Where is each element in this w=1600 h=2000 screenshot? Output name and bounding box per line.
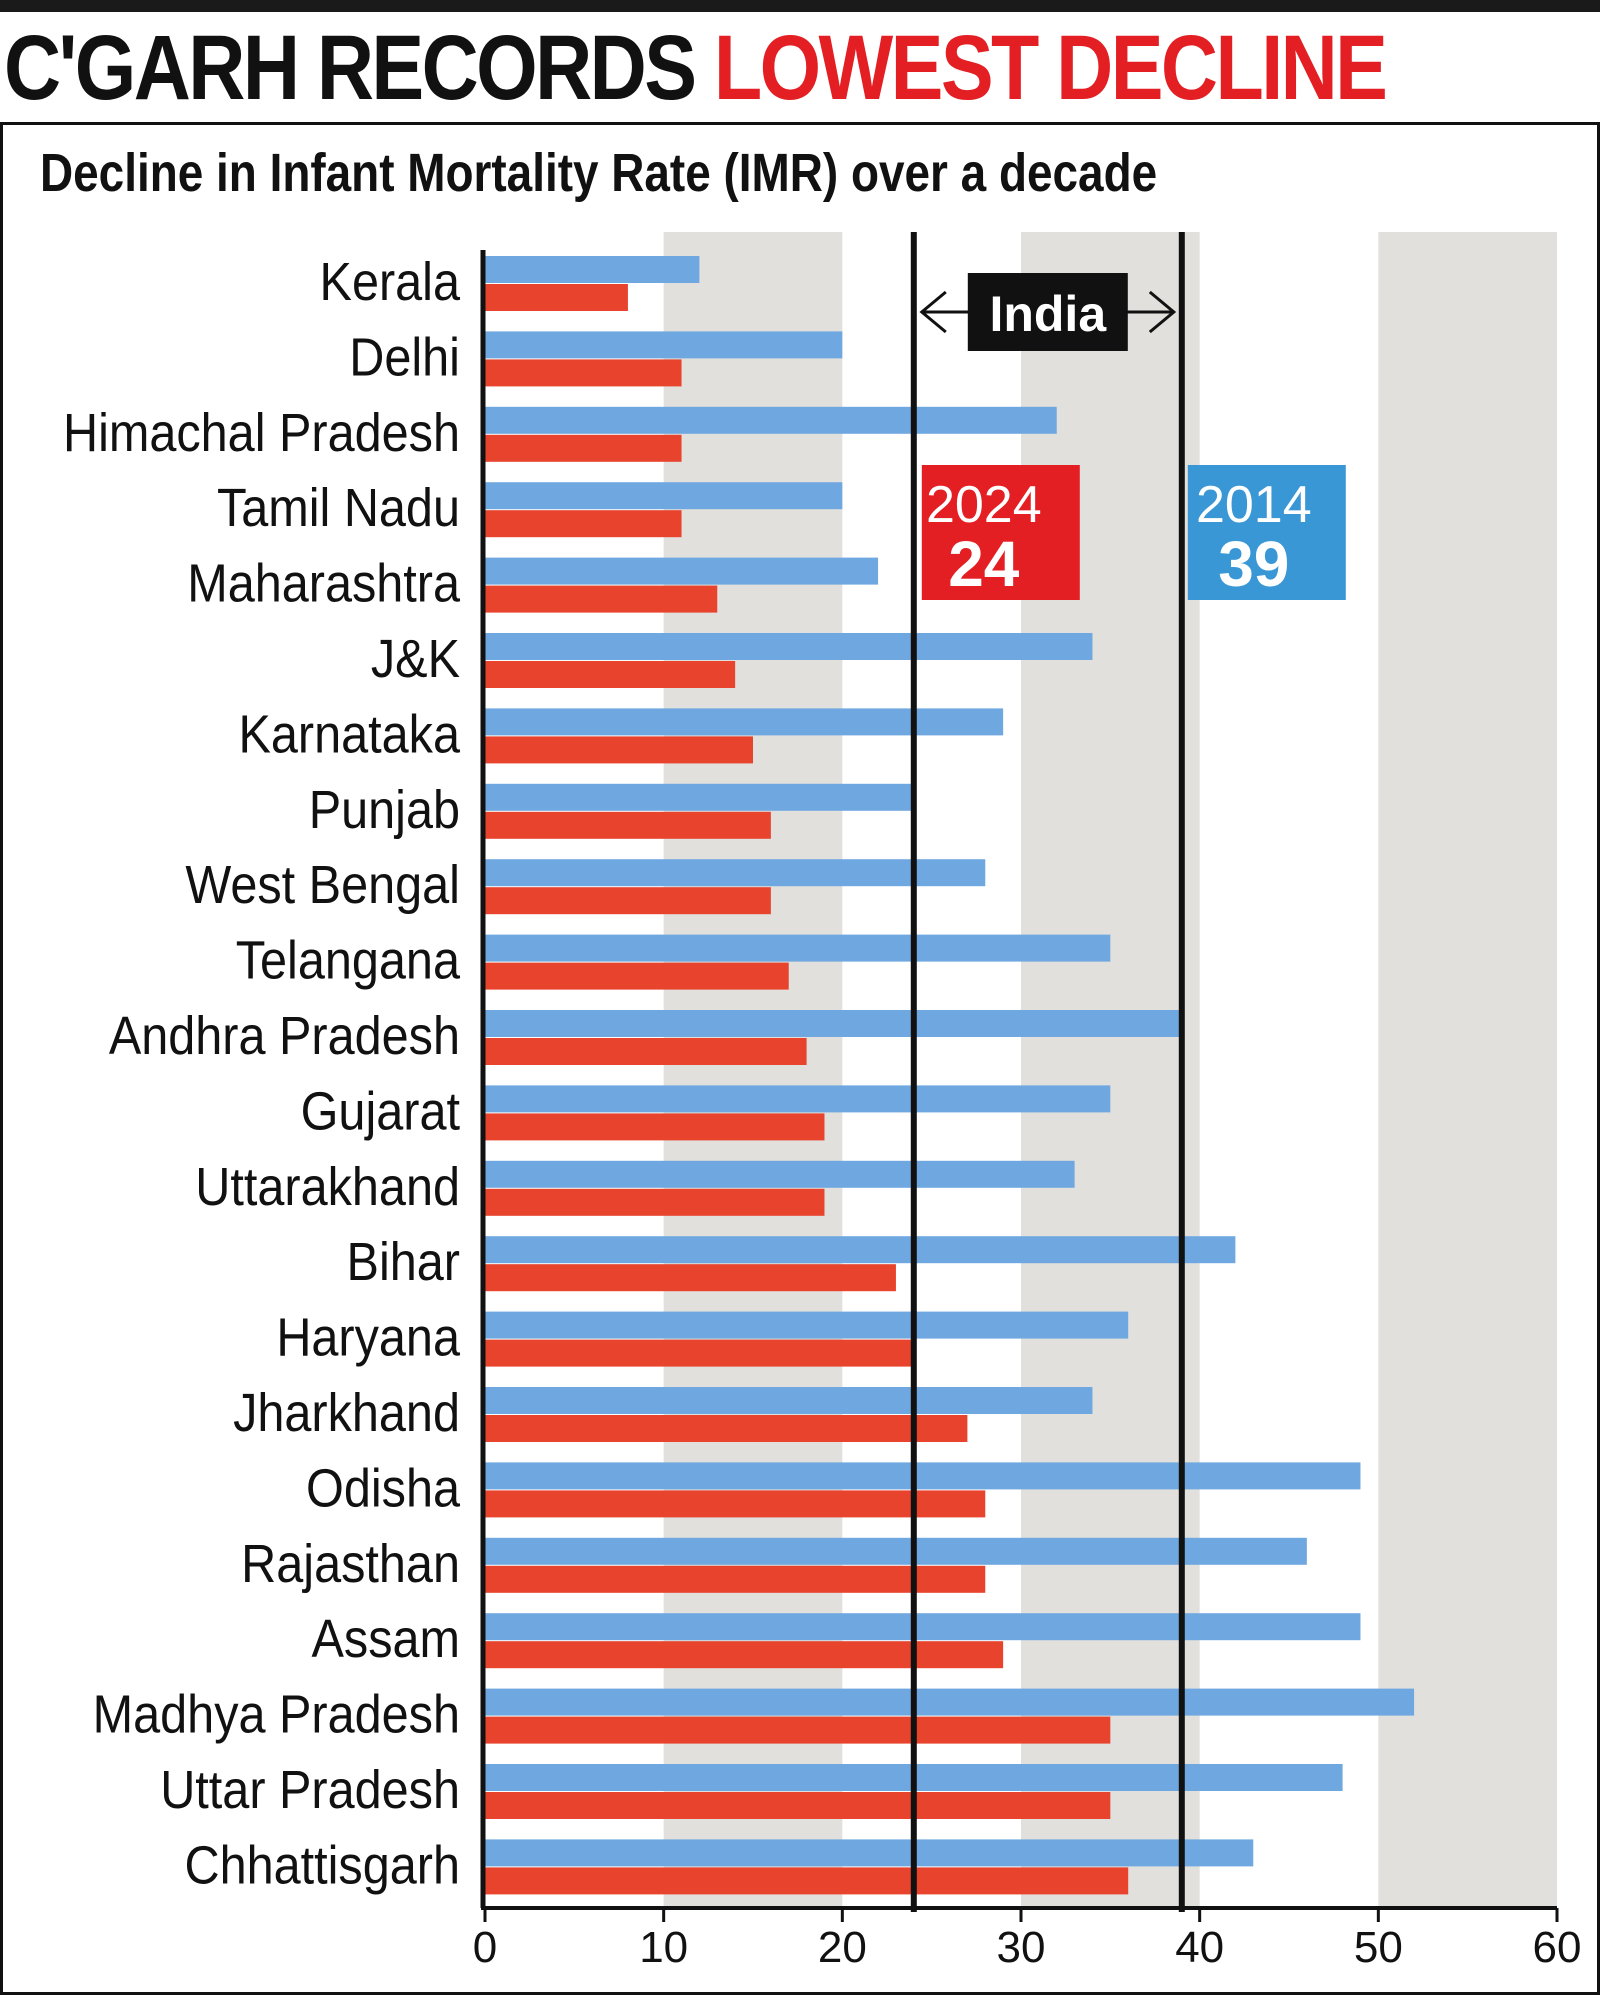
bar-2024-11	[485, 1113, 825, 1141]
category-label-8: West Bengal	[185, 854, 460, 915]
bar-2014-14	[485, 1311, 1129, 1339]
bar-2024-12	[485, 1188, 825, 1216]
india-arrow-right-head	[1148, 290, 1177, 334]
bar-2014-11	[485, 1085, 1111, 1113]
bar-2024-6	[485, 736, 753, 764]
bar-2024-7	[485, 811, 771, 839]
category-label-7: Punjab	[309, 778, 460, 839]
bar-2014-15	[485, 1387, 1093, 1414]
india-2024-value: 24	[948, 528, 1020, 600]
bar-2024-18	[485, 1641, 1004, 1669]
bar-2024-1	[485, 359, 682, 387]
bar-2024-8	[485, 887, 771, 915]
x-tick-label-4: 40	[1175, 1923, 1224, 1972]
india-2014-year: 2014	[1196, 476, 1312, 534]
bar-2024-17	[485, 1565, 986, 1593]
bar-2014-12	[485, 1160, 1075, 1188]
bar-2014-7	[485, 783, 914, 811]
india-2024-year: 2024	[926, 476, 1042, 534]
bar-2014-9	[485, 934, 1111, 962]
top-rule	[0, 0, 1600, 12]
bar-2014-2	[485, 406, 1057, 434]
bar-2024-14	[485, 1339, 914, 1367]
category-label-2: Himachal Pradesh	[63, 401, 460, 462]
category-label-1: Delhi	[349, 326, 460, 387]
category-label-10: Andhra Pradesh	[109, 1005, 460, 1066]
x-tick-label-5: 50	[1354, 1923, 1403, 1972]
category-label-0: Kerala	[320, 251, 461, 312]
bar-2024-21	[485, 1867, 1129, 1895]
bar-2014-0	[485, 256, 700, 283]
bar-2014-16	[485, 1462, 1361, 1490]
chart-title: Decline in Infant Mortality Rate (IMR) o…	[40, 143, 1158, 203]
category-label-16: Odisha	[306, 1457, 460, 1518]
category-label-20: Uttar Pradesh	[160, 1759, 460, 1820]
india-2024-box	[921, 465, 1080, 600]
category-label-9: Telangana	[236, 929, 461, 990]
category-label-14: Haryana	[276, 1306, 460, 1367]
chart-frame	[0, 122, 1597, 1995]
x-tick-label-1: 10	[639, 1923, 688, 1972]
bar-2014-3	[485, 482, 843, 510]
bar-2014-4	[485, 557, 879, 585]
bar-2024-15	[485, 1415, 968, 1442]
bar-2014-19	[485, 1688, 1415, 1716]
x-tick-label-2: 20	[818, 1923, 867, 1972]
bar-2024-9	[485, 962, 789, 990]
x-tick-label-6: 60	[1533, 1923, 1582, 1972]
bar-2014-17	[485, 1537, 1307, 1565]
x-tick-label-0: 0	[473, 1923, 497, 1972]
background-band-2	[1378, 232, 1557, 1908]
bar-2024-5	[485, 661, 736, 688]
headline-part-2: LOWEST DECLINE	[713, 17, 1388, 119]
x-tick-label-3: 30	[997, 1923, 1046, 1972]
bar-2024-0	[485, 284, 628, 311]
category-label-11: Gujarat	[301, 1080, 460, 1141]
chart-frame-right-edge	[1597, 122, 1600, 1995]
india-label: India	[989, 286, 1107, 342]
bar-2014-18	[485, 1613, 1361, 1641]
bar-2024-3	[485, 510, 682, 538]
bar-2014-13	[485, 1236, 1236, 1264]
india-2014-value: 39	[1218, 528, 1289, 600]
india-2014-box	[1187, 465, 1346, 600]
category-label-4: Maharashtra	[187, 552, 460, 613]
bar-2024-4	[485, 585, 718, 613]
headline-part-1: C'GARH RECORDS	[4, 17, 697, 119]
category-label-18: Assam	[311, 1608, 460, 1669]
category-label-3: Tamil Nadu	[217, 477, 460, 538]
bar-2014-1	[485, 331, 843, 359]
bar-2014-6	[485, 708, 1004, 736]
category-label-5: J&K	[371, 628, 460, 689]
bar-2024-2	[485, 434, 682, 462]
bar-2024-10	[485, 1038, 807, 1065]
category-label-21: Chhattisgarh	[184, 1834, 460, 1895]
headline: C'GARH RECORDS LOWEST DECLINE	[4, 17, 1388, 119]
bar-2014-21	[485, 1839, 1254, 1867]
bar-2014-8	[485, 859, 986, 887]
bar-2014-5	[485, 633, 1093, 660]
india-label-box	[967, 273, 1128, 351]
india-arrow-left-head	[919, 290, 947, 334]
bar-2024-13	[485, 1264, 896, 1292]
category-label-12: Uttarakhand	[195, 1155, 460, 1216]
bar-2014-10	[485, 1010, 1182, 1037]
category-label-6: Karnataka	[238, 703, 460, 764]
category-label-17: Rajasthan	[241, 1532, 460, 1593]
bar-2024-16	[485, 1490, 986, 1518]
category-label-19: Madhya Pradesh	[93, 1683, 460, 1744]
category-label-15: Jharkhand	[233, 1382, 460, 1443]
category-label-13: Bihar	[347, 1231, 460, 1292]
bar-2024-20	[485, 1792, 1111, 1819]
bar-2024-19	[485, 1716, 1111, 1744]
